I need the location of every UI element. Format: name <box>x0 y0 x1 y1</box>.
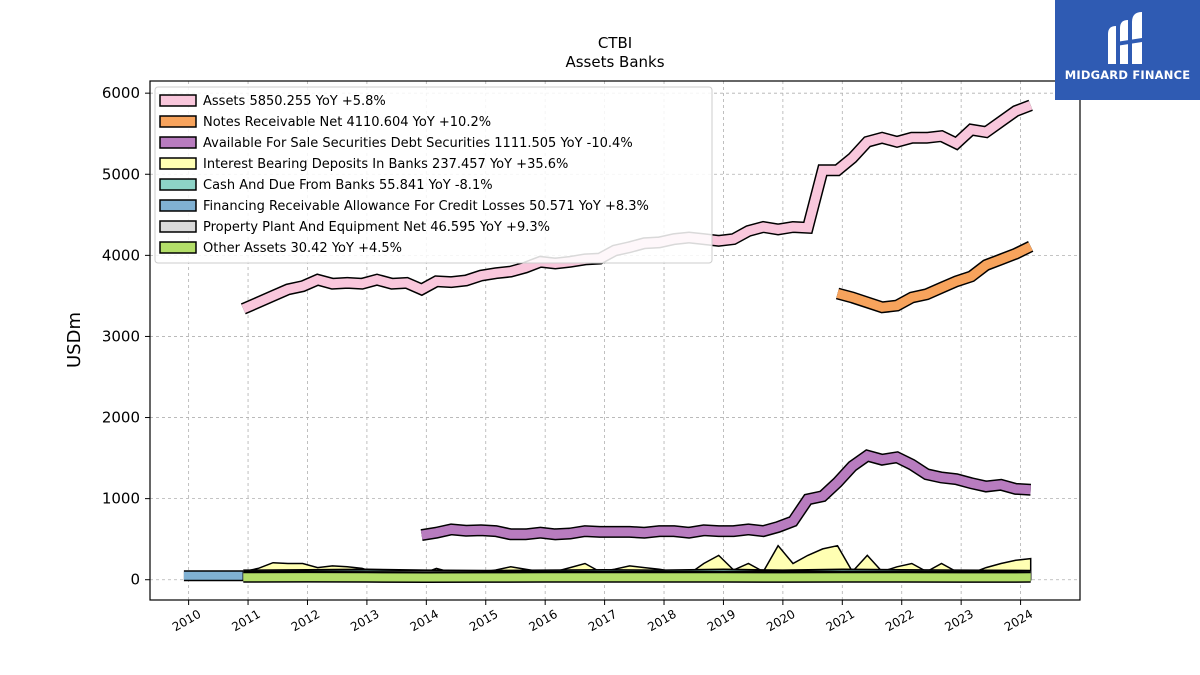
series-outline <box>420 449 1032 542</box>
legend: Assets 5850.255 YoY +5.8% Notes Receivabl… <box>154 86 713 264</box>
legend-swatch <box>159 241 197 254</box>
y-axis-label: USDm <box>64 312 85 368</box>
legend-label: Financing Receivable Allowance For Credi… <box>203 199 649 214</box>
y-tick-label: 0 <box>130 571 140 589</box>
x-tick-label: 2024 <box>1002 607 1035 634</box>
x-tick-label: 2017 <box>586 607 619 634</box>
legend-swatch <box>159 178 197 191</box>
plot-frame <box>149 80 1081 601</box>
series-layer <box>183 99 1034 584</box>
y-tick-label: 6000 <box>102 84 140 102</box>
legend-label: Available For Sale Securities Debt Secur… <box>203 136 633 151</box>
x-tick-label: 2013 <box>348 607 381 634</box>
y-tick-label: 4000 <box>102 246 140 264</box>
legend-label: Property Plant And Equipment Net 46.595 … <box>203 220 550 235</box>
x-tick-label: 2021 <box>824 607 857 634</box>
x-axis: 2010 2011 2012 2013 2014 2015 2016 2017 2018 2019… <box>170 600 1035 634</box>
legend-label: Cash And Due From Banks 55.841 YoY -8.1% <box>203 178 493 193</box>
legend-label: Notes Receivable Net 4110.604 YoY +10.2% <box>203 115 491 130</box>
chart-subtitle: Assets Banks <box>565 53 664 71</box>
x-tick-label: 2010 <box>170 607 203 634</box>
x-tick-label: 2016 <box>526 607 559 634</box>
y-tick-label: 3000 <box>102 327 140 345</box>
legend-swatch <box>159 136 197 149</box>
series-line <box>420 450 1031 540</box>
legend-swatch <box>159 220 197 233</box>
legend-label: Other Assets 30.42 YoY +4.5% <box>203 241 402 256</box>
legend-label: Interest Bearing Deposits In Banks 237.4… <box>203 157 568 172</box>
legend-label: Assets 5850.255 YoY +5.8% <box>203 94 386 109</box>
legend-swatch <box>159 94 197 107</box>
x-tick-label: 2015 <box>467 607 500 634</box>
legend-swatch <box>159 157 197 170</box>
x-tick-label: 2018 <box>645 607 678 634</box>
x-tick-label: 2023 <box>942 607 975 634</box>
brand-logo: MIDGARD FINANCE <box>1055 0 1200 100</box>
y-tick-label: 1000 <box>102 490 140 508</box>
y-tick-label: 2000 <box>102 409 140 427</box>
grid-lines <box>150 81 1080 600</box>
y-tick-label: 5000 <box>102 165 140 183</box>
brand-name: MIDGARD FINANCE <box>1064 68 1191 82</box>
series-line <box>836 242 1033 312</box>
x-tick-label: 2020 <box>764 607 797 634</box>
x-tick-label: 2014 <box>408 607 441 634</box>
x-tick-label: 2011 <box>229 607 262 634</box>
x-tick-label: 2019 <box>705 607 738 634</box>
midgard-logo-icon <box>1108 12 1142 64</box>
y-axis: 0 1000 2000 3000 4000 5000 6000 <box>102 84 150 589</box>
x-tick-label: 2022 <box>883 607 916 634</box>
legend-box <box>154 86 713 264</box>
legend-swatch <box>159 199 197 212</box>
chart-title: CTBI <box>598 34 632 52</box>
x-tick-label: 2012 <box>289 607 322 634</box>
legend-swatch <box>159 115 197 128</box>
